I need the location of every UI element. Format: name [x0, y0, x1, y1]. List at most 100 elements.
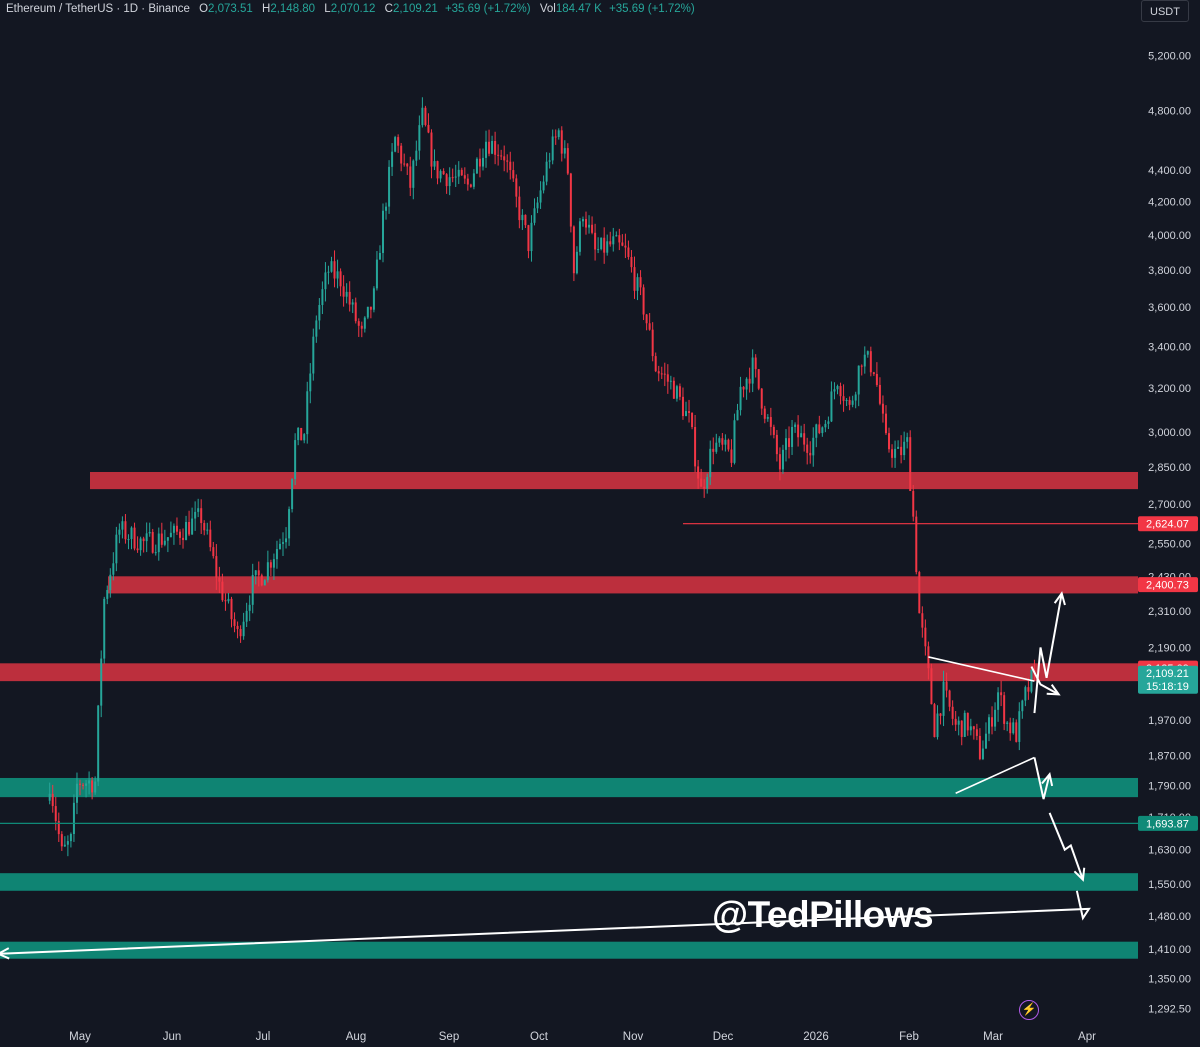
candle-body — [824, 423, 827, 428]
candle-body — [981, 748, 984, 760]
candle-body — [897, 446, 900, 449]
candle-body — [88, 780, 91, 784]
candle-body — [291, 479, 294, 510]
candle-body — [724, 439, 727, 445]
price-tick-label: 2,700.00 — [1148, 499, 1191, 511]
candle-body — [394, 137, 397, 152]
projection-arrow — [1033, 757, 1051, 800]
candle-body — [569, 173, 572, 227]
candle-body — [148, 532, 151, 534]
candle-body — [82, 784, 85, 786]
candle-body — [424, 107, 427, 125]
candle-body — [454, 176, 457, 178]
candle-body — [745, 378, 748, 390]
candle-body — [418, 125, 421, 151]
candle-body — [348, 291, 351, 305]
candle-body — [912, 491, 915, 517]
candle-body — [694, 426, 697, 467]
candle-body — [921, 613, 924, 628]
descending-trendline — [928, 656, 1035, 682]
candle-body — [178, 531, 181, 538]
candle-body — [600, 237, 603, 250]
candle-body — [1012, 722, 1015, 734]
candle-body — [718, 438, 721, 443]
candle-body — [645, 314, 648, 324]
candle-body — [360, 325, 363, 329]
candle-body — [891, 449, 894, 458]
candle-body — [451, 177, 454, 179]
candle-body — [766, 417, 769, 419]
price-tick-label: 1,790.00 — [1148, 781, 1191, 793]
candle-body — [654, 356, 657, 372]
time-tick-label: Sep — [439, 1031, 459, 1043]
candle-body — [478, 158, 481, 167]
candle-body — [51, 793, 54, 807]
candle-body — [657, 371, 660, 374]
candle-body — [930, 668, 933, 705]
candle-body — [75, 783, 78, 803]
candle-body — [933, 704, 936, 738]
candle-body — [263, 580, 266, 586]
candle-body — [127, 539, 130, 541]
candle-body — [672, 380, 675, 399]
candle-body — [827, 421, 830, 424]
candle-body — [851, 400, 854, 405]
time-tick-label: Jun — [163, 1031, 182, 1043]
candle-body — [354, 302, 357, 322]
candle-body — [821, 427, 824, 434]
candles-layer — [48, 97, 1036, 857]
candle-body — [860, 365, 863, 367]
candle-body — [248, 604, 251, 611]
candle-body — [1021, 700, 1024, 712]
candle-body — [918, 572, 921, 614]
ascending-trendline — [955, 756, 1035, 794]
candle-body — [112, 563, 115, 575]
candle-body — [857, 365, 860, 395]
candle-body — [363, 317, 366, 329]
candle-body — [727, 439, 730, 450]
candle-body — [85, 783, 88, 786]
countdown-text: 15:18:19 — [1146, 681, 1189, 693]
price-label-text: 2,400.73 — [1146, 580, 1189, 592]
symbol-legend: Ethereum / TetherUS · 1D · Binance O2,07… — [6, 3, 695, 15]
candle-body — [527, 225, 530, 252]
candle-body — [233, 619, 236, 626]
candle-body — [639, 277, 642, 288]
candle-body — [403, 163, 406, 165]
candle-body — [763, 408, 766, 419]
low-label: L — [324, 3, 331, 15]
candle-body — [906, 437, 909, 442]
candle-body — [915, 516, 918, 573]
arrow-head — [1041, 771, 1054, 787]
symbol-name[interactable]: Ethereum / TetherUS · 1D · Binance — [6, 3, 190, 15]
arrow-head — [1046, 684, 1061, 696]
projection-arrow — [0, 890, 1091, 955]
price-tick-label: 2,850.00 — [1148, 462, 1191, 474]
candle-body — [221, 581, 224, 601]
price-tick-label: 2,190.00 — [1148, 643, 1191, 655]
candle-body — [339, 271, 342, 287]
lightning-icon[interactable]: ⚡ — [1019, 1000, 1039, 1020]
price-tick-label: 1,630.00 — [1148, 845, 1191, 857]
candle-body — [839, 386, 842, 397]
candle-body — [903, 441, 906, 456]
candle-body — [954, 718, 957, 725]
candle-body — [784, 438, 787, 450]
candle-body — [236, 625, 239, 629]
candle-body — [318, 304, 321, 321]
candle-body — [536, 202, 539, 209]
candle-body — [309, 373, 312, 392]
candle-body — [406, 163, 409, 167]
candle-body — [888, 433, 891, 450]
candle-body — [260, 575, 263, 586]
candle-body — [191, 518, 194, 535]
candle-body — [121, 521, 124, 530]
candle-body — [421, 107, 424, 126]
candle-body — [315, 320, 318, 337]
candle-body — [612, 236, 615, 245]
price-label-tag — [1138, 815, 1198, 831]
candle-body — [336, 271, 339, 279]
candle-body — [212, 547, 215, 557]
currency-button[interactable]: USDT — [1141, 0, 1189, 22]
